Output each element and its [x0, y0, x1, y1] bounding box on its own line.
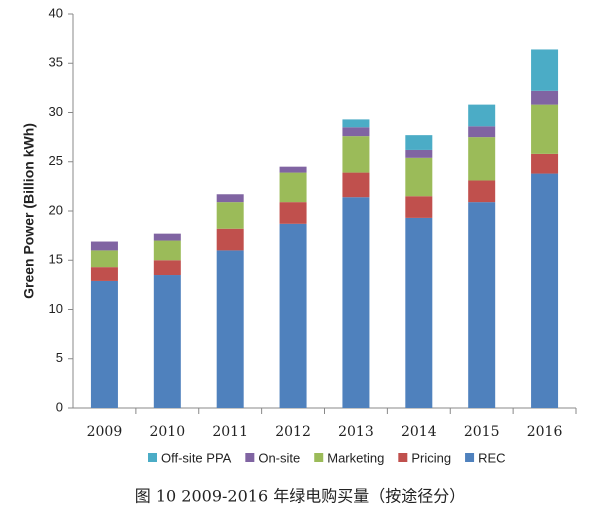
legend-swatch — [245, 453, 255, 462]
x-tick-label: 2016 — [527, 424, 563, 440]
x-tick-label: 2015 — [464, 424, 500, 440]
bar-segment — [216, 250, 244, 408]
bar-segment — [279, 166, 307, 173]
y-tick-label: 25 — [49, 153, 63, 168]
bar-segment — [279, 223, 307, 408]
legend-label: Pricing — [411, 450, 451, 465]
legend-label: REC — [478, 450, 505, 465]
bar-segment — [342, 119, 370, 128]
bar-segment — [468, 126, 496, 138]
bar-segment — [216, 228, 244, 251]
bar-segment — [90, 250, 118, 268]
y-tick-label: 40 — [49, 5, 63, 20]
bar-segment — [90, 267, 118, 281]
bar-segment — [531, 104, 559, 154]
legend-label: Off-site PPA — [161, 450, 232, 465]
legend-swatch — [398, 453, 408, 462]
legend-swatch — [314, 453, 324, 462]
bar-segment — [405, 217, 433, 408]
bar-segment — [279, 202, 307, 224]
bar-segment — [468, 202, 496, 408]
y-tick-label: 20 — [49, 202, 63, 217]
legend-label: On-site — [258, 450, 300, 465]
bar-segment — [153, 233, 181, 241]
bar-segment — [468, 104, 496, 127]
bar-segment — [216, 194, 244, 203]
bar-segment — [342, 127, 370, 137]
bar-segment — [531, 173, 559, 408]
x-tick-label: 2011 — [212, 424, 248, 440]
y-axis-label: Green Power (Billion kWh) — [21, 123, 37, 299]
legend-label: Marketing — [327, 450, 384, 465]
x-tick-label: 2009 — [87, 424, 123, 440]
bar-segment — [468, 137, 496, 181]
bar-segment — [90, 241, 118, 251]
bar-segment — [153, 275, 181, 408]
bar-segment — [342, 172, 370, 198]
bar-segment — [405, 196, 433, 218]
y-tick-label: 15 — [49, 252, 63, 267]
bar-segment — [405, 157, 433, 197]
bar-segment — [405, 149, 433, 158]
legend-swatch — [148, 453, 157, 462]
bar-segment — [468, 180, 496, 203]
x-tick-label: 2013 — [338, 424, 374, 440]
bar-segment — [153, 260, 181, 276]
bar-segment — [153, 240, 181, 261]
y-tick-label: 30 — [49, 104, 63, 119]
y-tick-label: 0 — [56, 399, 63, 414]
bar-segment — [342, 136, 370, 173]
bar-segment — [90, 280, 118, 408]
bar-segment — [405, 135, 433, 150]
bar-segment — [531, 90, 559, 105]
bar-segment — [531, 49, 559, 91]
y-tick-label: 5 — [56, 350, 63, 365]
legend-swatch — [465, 453, 475, 462]
x-tick-label: 2012 — [275, 424, 311, 440]
bar-segment — [531, 153, 559, 174]
bar-segment — [216, 202, 244, 229]
x-tick-label: 2010 — [149, 424, 185, 440]
x-tick-label: 2014 — [401, 424, 437, 440]
y-tick-label: 35 — [49, 55, 63, 70]
y-tick-label: 10 — [49, 301, 63, 316]
bar-segment — [279, 172, 307, 203]
caption: 图 10 2009-2016 年绿电购买量（按途径分） — [135, 487, 465, 506]
bar-segment — [342, 197, 370, 408]
